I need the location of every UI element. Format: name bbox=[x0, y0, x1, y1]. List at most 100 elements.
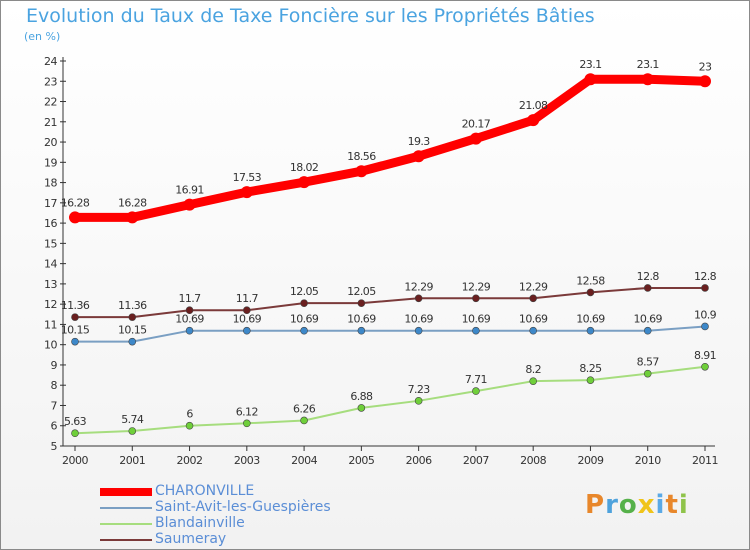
data-label: 10.69 bbox=[233, 313, 262, 326]
data-point bbox=[128, 427, 137, 435]
legend-swatch bbox=[100, 523, 152, 525]
x-tick-label: 2010 bbox=[635, 454, 661, 467]
data-label: 12.58 bbox=[576, 274, 605, 287]
legend-item: Saint-Avit-les-Guespières bbox=[100, 499, 400, 516]
x-tick-label: 2011 bbox=[692, 454, 718, 467]
y-tick-label: 23 bbox=[44, 75, 57, 88]
data-label: 17.53 bbox=[233, 171, 262, 184]
legend-label: Blandainville bbox=[155, 515, 245, 531]
y-tick-label: 19 bbox=[44, 156, 57, 169]
y-tick-label: 18 bbox=[44, 177, 57, 190]
data-label: 16.91 bbox=[175, 184, 204, 197]
data-label: 12.05 bbox=[347, 285, 376, 298]
data-label: 10.69 bbox=[519, 313, 548, 326]
data-point bbox=[185, 326, 194, 335]
data-point bbox=[472, 387, 480, 395]
data-point bbox=[300, 326, 308, 335]
data-label: 8.25 bbox=[579, 362, 602, 375]
legend: CHARONVILLE Saint-Avit-les-Guespières Bl… bbox=[100, 483, 400, 548]
y-tick-label: 22 bbox=[44, 96, 57, 109]
data-label: 10.15 bbox=[61, 324, 90, 337]
data-label: 6.88 bbox=[350, 390, 373, 403]
data-label: 5.74 bbox=[121, 413, 144, 426]
data-label: 10.15 bbox=[118, 324, 147, 337]
data-label: 8.2 bbox=[525, 363, 541, 376]
data-point bbox=[584, 73, 597, 86]
data-point bbox=[355, 165, 368, 178]
legend-label: CHARONVILLE bbox=[155, 483, 255, 499]
data-label: 21.08 bbox=[519, 99, 548, 112]
data-label: 12.29 bbox=[404, 280, 433, 293]
logo-letter: x bbox=[637, 490, 656, 520]
data-label: 10.69 bbox=[633, 313, 662, 326]
data-point bbox=[243, 306, 251, 315]
data-point bbox=[128, 313, 137, 321]
data-point bbox=[71, 429, 79, 438]
x-tick-label: 2005 bbox=[348, 454, 374, 467]
data-point bbox=[69, 211, 81, 224]
y-tick-label: 7 bbox=[51, 399, 58, 412]
data-point bbox=[469, 132, 482, 145]
series-line bbox=[74, 325, 706, 343]
data-point bbox=[527, 114, 540, 127]
data-point bbox=[71, 313, 79, 321]
data-point bbox=[71, 337, 79, 346]
data-label: 6 bbox=[186, 408, 193, 421]
x-tick-label: 2000 bbox=[62, 454, 88, 467]
chart-title: Evolution du Taux de Taxe Foncière sur l… bbox=[26, 5, 595, 27]
x-tick-label: 2004 bbox=[291, 454, 317, 467]
data-label: 20.17 bbox=[462, 118, 491, 131]
data-label: 10.69 bbox=[404, 313, 433, 326]
y-tick-label: 11 bbox=[44, 318, 57, 331]
data-point bbox=[240, 186, 253, 199]
x-tick-label: 2006 bbox=[406, 454, 432, 467]
data-label: 7.23 bbox=[408, 383, 431, 396]
y-tick-label: 20 bbox=[44, 136, 57, 149]
x-tick-label: 2001 bbox=[119, 454, 145, 467]
data-label: 10.69 bbox=[462, 313, 491, 326]
data-point bbox=[586, 376, 595, 384]
data-label: 18.02 bbox=[290, 161, 319, 174]
y-tick-label: 16 bbox=[44, 217, 57, 230]
legend-item: CHARONVILLE bbox=[100, 483, 400, 500]
data-point bbox=[472, 326, 480, 335]
data-point bbox=[185, 421, 194, 430]
logo-letter: P bbox=[585, 490, 606, 520]
data-label: 19.3 bbox=[408, 135, 431, 148]
data-label: 8.57 bbox=[637, 356, 660, 369]
proxiti-logo: Proxiti bbox=[585, 490, 689, 520]
x-tick-label: 2009 bbox=[577, 454, 603, 467]
data-label: 23 bbox=[699, 60, 712, 73]
data-point bbox=[529, 326, 537, 335]
data-label: 12.8 bbox=[637, 270, 660, 283]
data-point bbox=[300, 299, 308, 307]
data-label: 16.28 bbox=[118, 196, 147, 209]
y-tick-label: 6 bbox=[51, 420, 58, 433]
y-tick-label: 12 bbox=[44, 298, 57, 311]
y-tick-label: 9 bbox=[51, 359, 58, 372]
data-point bbox=[529, 377, 537, 385]
logo-letter: t bbox=[665, 490, 679, 520]
y-tick-label: 10 bbox=[44, 339, 57, 352]
legend-item: Blandainville bbox=[100, 515, 400, 532]
data-label: 6.12 bbox=[236, 405, 258, 418]
data-point bbox=[243, 419, 251, 428]
y-tick-label: 15 bbox=[44, 237, 57, 250]
series-line bbox=[74, 365, 706, 435]
legend-label: Saumeray bbox=[155, 531, 227, 547]
y-tick-label: 24 bbox=[44, 55, 57, 68]
logo-letter: o bbox=[618, 490, 638, 520]
data-point bbox=[298, 176, 311, 189]
data-point bbox=[357, 326, 366, 335]
data-point bbox=[472, 294, 480, 303]
x-tick-label: 2003 bbox=[234, 454, 260, 467]
data-point bbox=[414, 397, 423, 405]
data-point bbox=[183, 198, 196, 211]
data-point bbox=[128, 337, 137, 346]
data-point bbox=[243, 326, 251, 335]
legend-label: Saint-Avit-les-Guespières bbox=[155, 499, 331, 515]
data-label: 12.8 bbox=[694, 270, 717, 283]
data-label: 8.91 bbox=[694, 349, 716, 362]
data-label: 12.29 bbox=[519, 280, 548, 293]
data-point bbox=[412, 150, 425, 163]
